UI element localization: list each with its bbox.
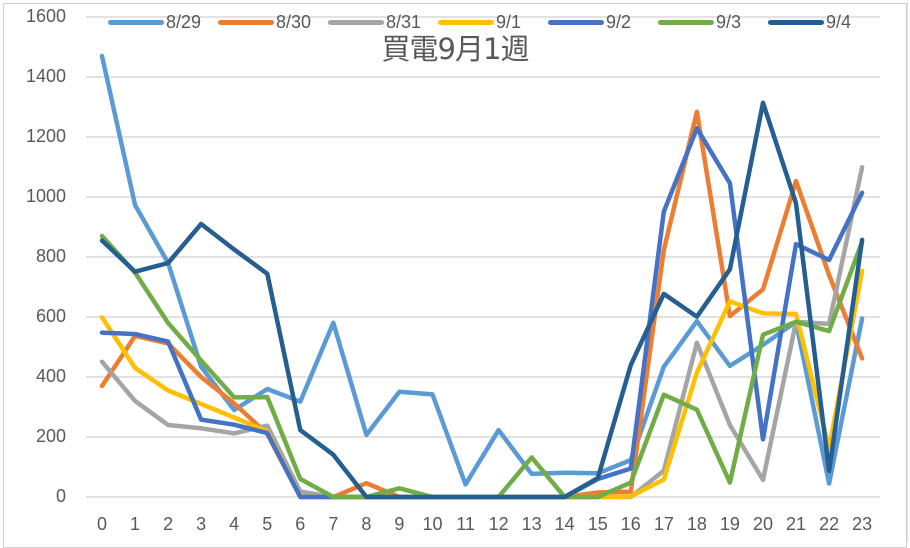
x-tick-label: 0 xyxy=(96,514,107,534)
y-tick-label: 1400 xyxy=(25,66,66,86)
x-tick-label: 4 xyxy=(229,514,240,534)
x-tick-label: 23 xyxy=(852,514,873,534)
x-tick-label: 17 xyxy=(653,514,674,534)
legend-item-8-31[interactable]: 8/31 xyxy=(328,12,438,33)
legend-swatch-icon xyxy=(218,19,274,25)
legend-item-8-29[interactable]: 8/29 xyxy=(108,12,218,33)
x-tick-label: 21 xyxy=(786,514,807,534)
x-tick-label: 1 xyxy=(130,514,141,534)
legend-label: 9/4 xyxy=(826,11,852,32)
series-line-8-29[interactable] xyxy=(99,53,865,487)
x-tick-label: 20 xyxy=(752,514,774,534)
legend-swatch-icon xyxy=(658,19,714,25)
y-tick-label: 600 xyxy=(35,306,66,326)
legend-label: 8/31 xyxy=(386,11,422,32)
y-tick-label: 1000 xyxy=(25,186,66,206)
legend-swatch-icon xyxy=(548,19,604,25)
y-tick-label: 1600 xyxy=(25,6,66,26)
legend-item-8-30[interactable]: 8/30 xyxy=(218,12,328,33)
legend-label: 8/29 xyxy=(166,11,202,32)
y-tick-label: 800 xyxy=(35,246,66,266)
x-tick-label: 18 xyxy=(686,514,707,534)
x-tick-label: 2 xyxy=(163,514,174,534)
x-tick-label: 5 xyxy=(262,514,273,534)
legend-swatch-icon xyxy=(328,19,384,25)
legend-label: 8/30 xyxy=(276,11,312,32)
x-tick-label: 10 xyxy=(422,514,443,534)
x-tick-label: 22 xyxy=(819,514,840,534)
x-tick-label: 13 xyxy=(521,514,542,534)
x-tick-label: 14 xyxy=(554,514,575,534)
legend-swatch-icon xyxy=(108,19,164,25)
legend-swatch-icon xyxy=(768,19,824,25)
x-tick-label: 19 xyxy=(719,514,740,534)
legend-item-9-1[interactable]: 9/1 xyxy=(438,12,548,33)
chart-title[interactable]: 買電9月1週 xyxy=(381,32,530,66)
y-tick-label: 400 xyxy=(35,366,66,386)
x-tick-label: 3 xyxy=(196,514,207,534)
x-tick-label: 16 xyxy=(620,514,641,534)
legend-item-9-3[interactable]: 9/3 xyxy=(658,12,768,33)
x-tick-label: 7 xyxy=(328,514,339,534)
x-tick-label: 15 xyxy=(587,514,608,534)
sheet-gridline xyxy=(907,0,908,542)
series-line-9-4[interactable] xyxy=(99,100,865,500)
x-tick-label: 9 xyxy=(394,514,405,534)
y-tick-label: 1200 xyxy=(25,126,66,146)
x-tick-label: 8 xyxy=(361,514,372,534)
legend-label: 9/1 xyxy=(496,11,522,32)
x-tick-label: 11 xyxy=(456,514,475,534)
legend-label: 9/2 xyxy=(606,11,632,32)
x-tick-label: 12 xyxy=(488,514,509,534)
legend-label: 9/3 xyxy=(716,11,742,32)
legend-swatch-icon xyxy=(438,19,494,25)
chart-legend[interactable]: 8/29 8/30 8/31 9/1 9/2 9/3 9/4 xyxy=(108,10,878,34)
y-tick-label: 0 xyxy=(55,486,66,506)
x-tick-label: 6 xyxy=(295,514,306,534)
legend-item-9-2[interactable]: 9/2 xyxy=(548,12,658,33)
y-tick-label: 200 xyxy=(35,426,66,446)
legend-item-9-4[interactable]: 9/4 xyxy=(768,12,878,33)
